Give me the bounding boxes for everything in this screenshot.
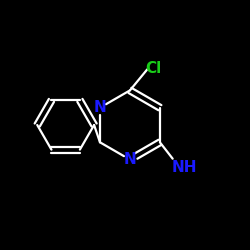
Text: NH: NH bbox=[172, 160, 198, 174]
Text: N: N bbox=[124, 152, 136, 167]
Text: N: N bbox=[94, 100, 106, 115]
Text: Cl: Cl bbox=[145, 61, 162, 76]
